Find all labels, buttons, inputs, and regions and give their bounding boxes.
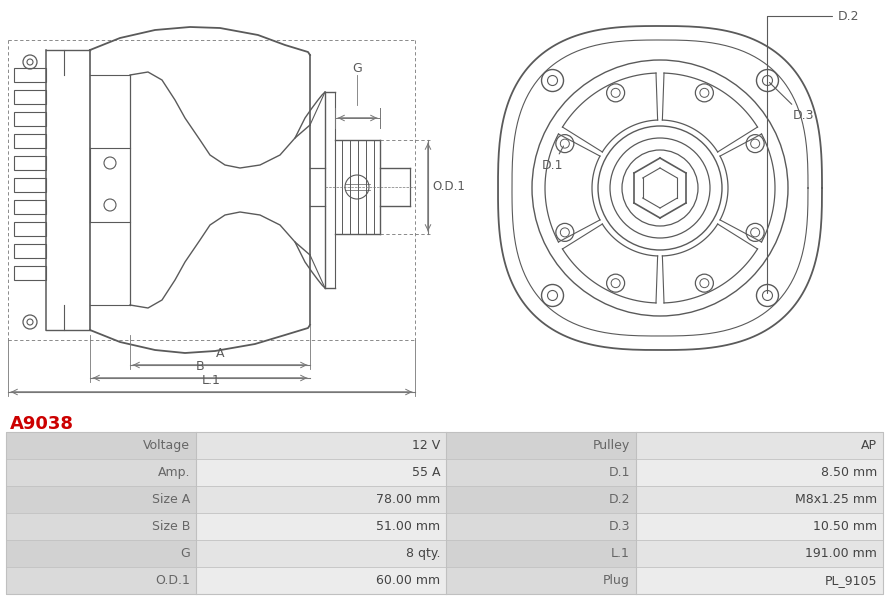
Bar [14,68,46,82]
Text: 8 qty.: 8 qty. [405,547,440,560]
Bar [6,459,196,486]
Bar [6,432,883,594]
Text: Plug: Plug [603,574,630,587]
Text: Voltage: Voltage [143,439,190,452]
Bar [446,513,636,540]
Text: Amp.: Amp. [157,466,190,479]
Text: 55 A: 55 A [412,466,440,479]
Bar [636,513,883,540]
Bar [14,112,46,126]
Text: PL_9105: PL_9105 [824,574,877,587]
Bar [14,90,46,104]
Text: D.2: D.2 [767,10,860,293]
Bar [636,567,883,594]
Bar [6,513,196,540]
Bar [196,567,446,594]
Bar [6,540,196,567]
Bar [14,244,46,258]
Bar [636,459,883,486]
Bar [446,540,636,567]
Text: 78.00 mm: 78.00 mm [376,493,440,506]
Text: 12 V: 12 V [412,439,440,452]
Text: O.D.1: O.D.1 [155,574,190,587]
Text: Size A: Size A [152,493,190,506]
Text: B: B [196,360,204,373]
Bar [6,432,196,459]
Bar [196,513,446,540]
Text: Size B: Size B [152,520,190,533]
Text: D.1: D.1 [542,146,564,172]
Bar [196,432,446,459]
Text: G: G [352,61,362,74]
Bar [14,178,46,192]
Text: L.1: L.1 [611,547,630,560]
Text: 8.50 mm: 8.50 mm [821,466,877,479]
Bar [636,432,883,459]
Text: A9038: A9038 [10,415,74,433]
Text: D.2: D.2 [608,493,630,506]
Bar [636,486,883,513]
Bar [196,540,446,567]
Text: M8x1.25 mm: M8x1.25 mm [795,493,877,506]
Bar [14,134,46,148]
Text: D.1: D.1 [608,466,630,479]
Text: G: G [180,547,190,560]
Bar [196,459,446,486]
Text: AP: AP [861,439,877,452]
Text: 60.00 mm: 60.00 mm [376,574,440,587]
Text: 191.00 mm: 191.00 mm [805,547,877,560]
Bar [14,266,46,280]
Bar [446,459,636,486]
Text: Pulley: Pulley [593,439,630,452]
Bar [446,486,636,513]
Bar [446,567,636,594]
Bar [14,156,46,170]
Bar [446,432,636,459]
Bar [6,486,196,513]
Text: L.1: L.1 [202,374,220,387]
Text: O.D.1: O.D.1 [432,181,465,194]
Text: 51.00 mm: 51.00 mm [376,520,440,533]
Bar [14,200,46,214]
Text: A: A [216,347,224,360]
Bar [14,222,46,236]
Text: 10.50 mm: 10.50 mm [813,520,877,533]
Bar [196,486,446,513]
Bar [636,540,883,567]
Text: D.3: D.3 [770,82,814,122]
Bar [6,567,196,594]
Text: D.3: D.3 [608,520,630,533]
